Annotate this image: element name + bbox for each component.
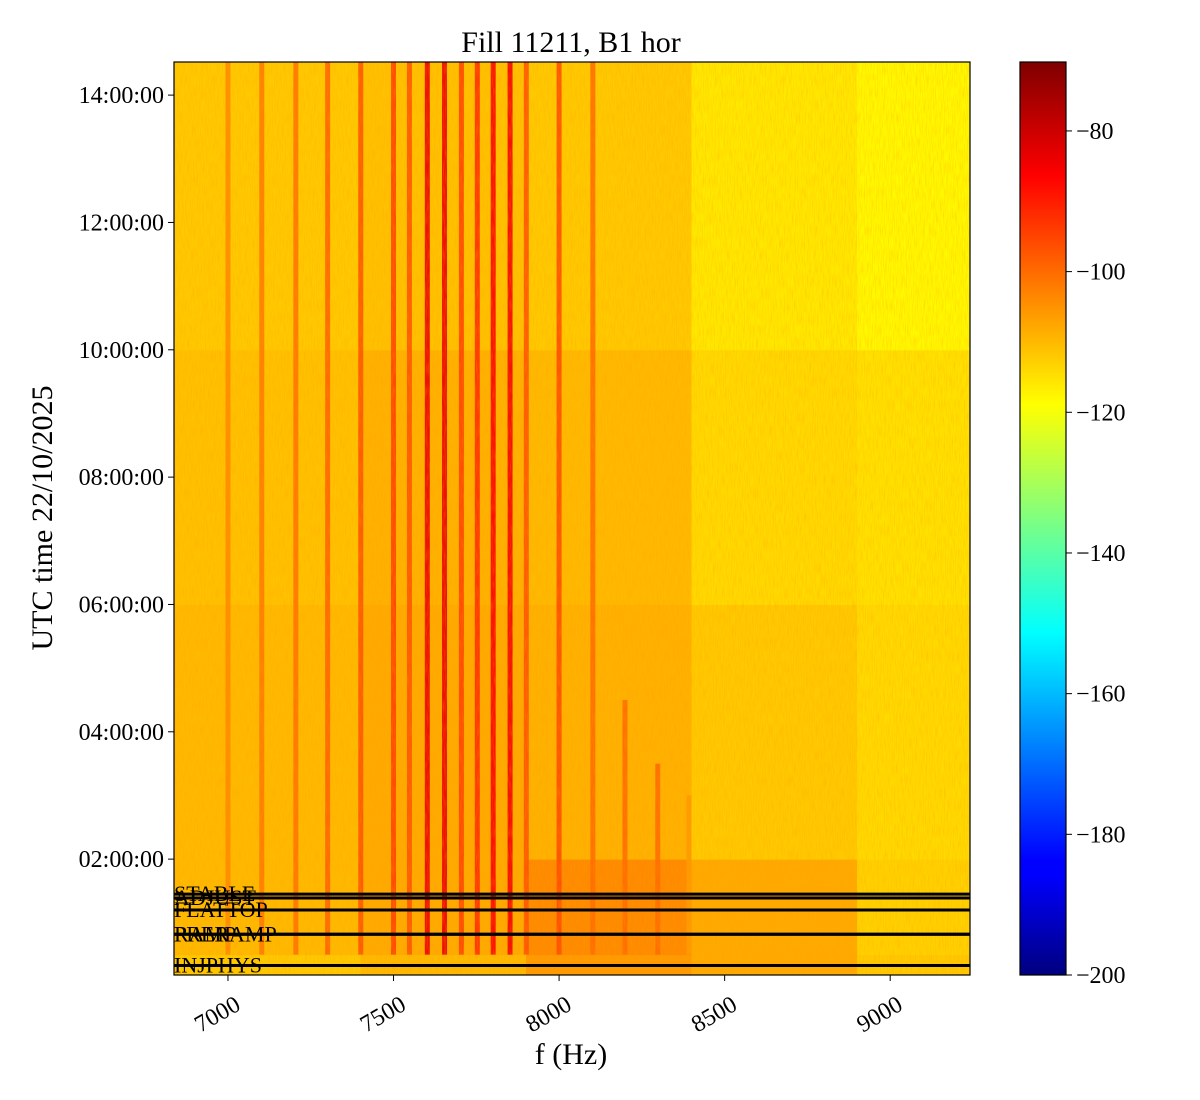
heatmap-cell xyxy=(525,349,693,605)
heatmap-cell xyxy=(174,604,361,860)
spectral-line xyxy=(655,763,661,955)
spectral-line xyxy=(686,795,692,955)
event-label: PRERAMP xyxy=(174,921,277,946)
colorbar xyxy=(1019,61,1067,976)
y-tick-label: 04:00:00 xyxy=(79,720,164,746)
heatmap-cell xyxy=(691,349,858,605)
spectral-line xyxy=(474,62,480,955)
x-tick-label: 8000 xyxy=(522,992,577,1039)
y-tick-label: 02:00:00 xyxy=(79,847,164,873)
spectral-line xyxy=(622,699,628,955)
chart-title: Fill 11211, B1 hor xyxy=(461,26,680,59)
event-label: STABLE xyxy=(174,881,255,906)
colorbar-tick-label: −120 xyxy=(1076,400,1126,426)
event-label: INJPHYS xyxy=(174,952,262,977)
heatmap-cell xyxy=(857,604,970,860)
spectral-line xyxy=(556,62,562,955)
plot-frame xyxy=(173,61,971,976)
y-tick-label: 14:00:00 xyxy=(79,83,164,109)
heatmap-cell xyxy=(857,859,970,956)
heatmap-cell xyxy=(174,62,361,351)
event-label: ADJUST xyxy=(174,885,256,910)
heatmap-cell xyxy=(857,349,970,605)
colorbar-tick-label: −140 xyxy=(1076,541,1126,567)
spectral-line xyxy=(406,62,412,955)
heatmap-cell xyxy=(174,349,361,605)
y-tick-label: 12:00:00 xyxy=(79,210,164,236)
x-axis-label: f (Hz) xyxy=(535,1038,607,1071)
plot-area xyxy=(174,62,970,975)
x-tick-label: 8500 xyxy=(687,992,742,1039)
spectral-line xyxy=(259,62,265,955)
colorbar-tick-label: −160 xyxy=(1076,682,1126,708)
x-tick-label: 9000 xyxy=(853,992,908,1039)
colorbar-tick-label: −180 xyxy=(1076,822,1126,848)
spectral-line xyxy=(523,62,529,955)
spectral-line xyxy=(458,62,464,955)
heatmap-cell xyxy=(525,62,693,351)
heatmap-cell xyxy=(525,604,693,860)
spectral-line xyxy=(590,62,596,955)
y-tick-label: 08:00:00 xyxy=(79,465,164,491)
spectral-line xyxy=(358,62,364,955)
spectral-line xyxy=(293,62,299,955)
x-tick-label: 7000 xyxy=(190,992,245,1039)
y-tick-label: 10:00:00 xyxy=(79,338,164,364)
spectral-line xyxy=(225,62,231,955)
heatmap-cell xyxy=(857,62,970,351)
colorbar-tick-label: −200 xyxy=(1076,963,1126,989)
spectral-line xyxy=(507,62,513,955)
spectral-line xyxy=(424,62,430,955)
spectral-line xyxy=(325,62,331,955)
colorbar-tick-label: −100 xyxy=(1076,260,1126,286)
spectral-line xyxy=(391,62,397,955)
colorbar-tick-label: −80 xyxy=(1076,119,1114,145)
heatmap-cell xyxy=(525,859,693,956)
heatmap-cell xyxy=(691,604,858,860)
y-tick-label: 06:00:00 xyxy=(79,592,164,618)
x-tick-label: 7500 xyxy=(356,992,411,1039)
heatmap-cell xyxy=(691,859,858,956)
event-label: FLATTOP xyxy=(174,897,268,922)
y-axis-label: UTC time 22/10/2025 xyxy=(26,386,59,651)
spectral-line xyxy=(442,62,448,955)
heatmap-cell xyxy=(691,62,858,351)
spectral-line xyxy=(490,62,496,955)
